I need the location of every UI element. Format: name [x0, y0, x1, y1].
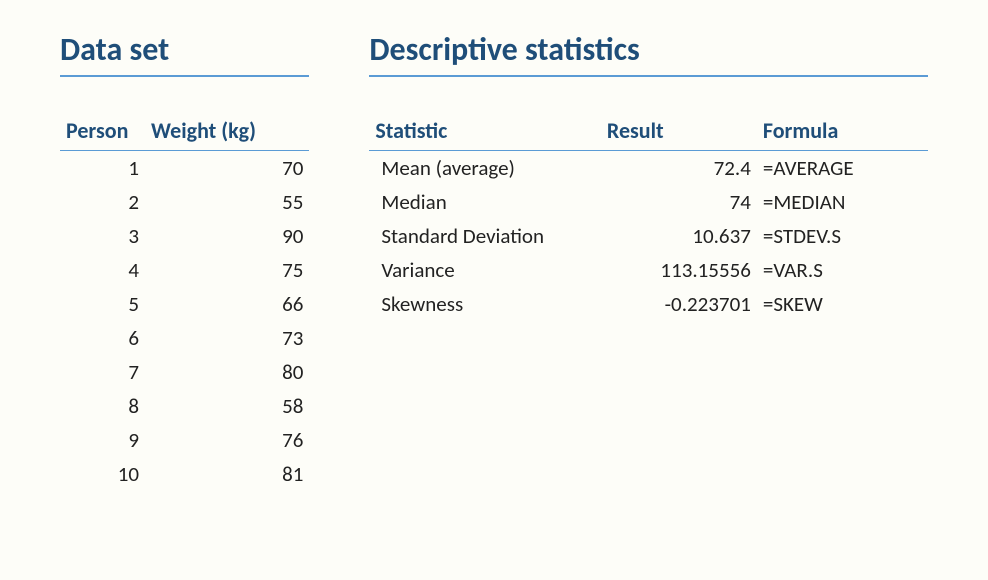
cell-person: 7 [60, 355, 145, 389]
col-header-statistic: Statistic [369, 113, 601, 151]
descriptive-stats-title: Descriptive statistics [369, 30, 928, 77]
cell-statistic: Standard Deviation [369, 219, 601, 253]
data-set-table: Person Weight (kg) 170 255 390 475 566 6… [60, 113, 309, 491]
table-row: Skewness-0.223701=SKEW [369, 287, 928, 321]
cell-formula: =STDEV.S [757, 219, 928, 253]
cell-formula: =SKEW [757, 287, 928, 321]
cell-weight: 81 [145, 457, 309, 491]
cell-person: 5 [60, 287, 145, 321]
data-set-section: Data set Person Weight (kg) 170 255 390 … [60, 30, 309, 550]
cell-result: 113.15556 [601, 253, 757, 287]
col-header-formula: Formula [757, 113, 928, 151]
cell-weight: 76 [145, 423, 309, 457]
table-row: 1081 [60, 457, 309, 491]
descriptive-stats-table: Statistic Result Formula Mean (average)7… [369, 113, 928, 321]
cell-statistic: Skewness [369, 287, 601, 321]
table-row: 858 [60, 389, 309, 423]
cell-statistic: Median [369, 185, 601, 219]
cell-result: 10.637 [601, 219, 757, 253]
table-row: 170 [60, 151, 309, 186]
cell-person: 1 [60, 151, 145, 186]
cell-formula: =MEDIAN [757, 185, 928, 219]
table-row: 976 [60, 423, 309, 457]
cell-formula: =VAR.S [757, 253, 928, 287]
table-row: 475 [60, 253, 309, 287]
cell-weight: 80 [145, 355, 309, 389]
cell-weight: 90 [145, 219, 309, 253]
cell-statistic: Variance [369, 253, 601, 287]
table-row: Standard Deviation10.637=STDEV.S [369, 219, 928, 253]
cell-person: 2 [60, 185, 145, 219]
cell-weight: 75 [145, 253, 309, 287]
data-set-title: Data set [60, 30, 309, 77]
cell-result: 72.4 [601, 151, 757, 186]
cell-weight: 55 [145, 185, 309, 219]
cell-result: 74 [601, 185, 757, 219]
cell-result: -0.223701 [601, 287, 757, 321]
cell-weight: 58 [145, 389, 309, 423]
cell-weight: 73 [145, 321, 309, 355]
table-row: 255 [60, 185, 309, 219]
descriptive-stats-section: Descriptive statistics Statistic Result … [369, 30, 928, 550]
table-row: Median74=MEDIAN [369, 185, 928, 219]
col-header-person: Person [60, 113, 145, 151]
table-row: Mean (average)72.4=AVERAGE [369, 151, 928, 186]
cell-person: 6 [60, 321, 145, 355]
cell-person: 3 [60, 219, 145, 253]
table-row: 390 [60, 219, 309, 253]
cell-person: 9 [60, 423, 145, 457]
cell-formula: =AVERAGE [757, 151, 928, 186]
table-row: 780 [60, 355, 309, 389]
table-row: 673 [60, 321, 309, 355]
cell-person: 4 [60, 253, 145, 287]
cell-person: 10 [60, 457, 145, 491]
table-row: Variance113.15556=VAR.S [369, 253, 928, 287]
col-header-weight: Weight (kg) [145, 113, 309, 151]
cell-weight: 70 [145, 151, 309, 186]
table-header-row: Statistic Result Formula [369, 113, 928, 151]
table-row: 566 [60, 287, 309, 321]
cell-statistic: Mean (average) [369, 151, 601, 186]
cell-person: 8 [60, 389, 145, 423]
cell-weight: 66 [145, 287, 309, 321]
table-header-row: Person Weight (kg) [60, 113, 309, 151]
col-header-result: Result [601, 113, 757, 151]
